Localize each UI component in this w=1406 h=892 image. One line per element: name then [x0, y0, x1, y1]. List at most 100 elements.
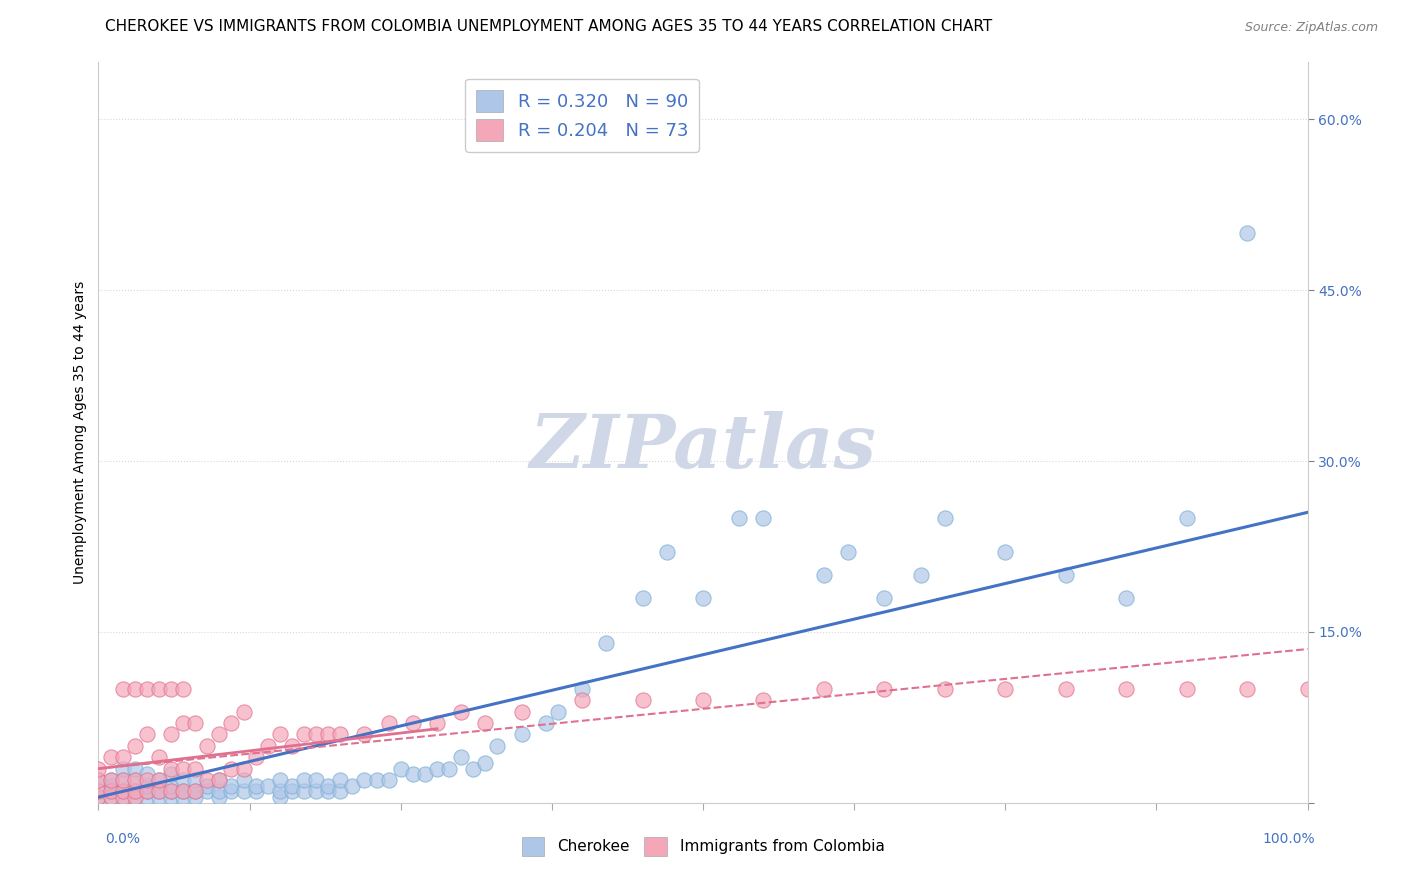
Point [100, 784, 122, 798]
Point [245, 750, 267, 764]
Point [100, 772, 122, 787]
Point [135, 784, 157, 798]
Point [184, 784, 207, 798]
Point [342, 779, 364, 793]
Point [87, 772, 110, 787]
Point [221, 762, 243, 776]
Point [934, 681, 956, 696]
Point [148, 772, 170, 787]
Point [245, 779, 267, 793]
Point [305, 727, 328, 741]
Point [124, 772, 146, 787]
Point [595, 636, 617, 650]
Point [437, 762, 460, 776]
Point [631, 693, 654, 707]
Point [184, 790, 207, 805]
Point [426, 762, 449, 776]
Text: Source: ZipAtlas.com: Source: ZipAtlas.com [1244, 21, 1378, 34]
Point [111, 790, 134, 805]
Point [305, 784, 328, 798]
Point [100, 784, 122, 798]
Point [160, 790, 183, 805]
Point [221, 779, 243, 793]
Point [571, 681, 593, 696]
Point [124, 790, 146, 805]
Point [232, 762, 254, 776]
Point [329, 772, 352, 787]
Point [184, 762, 207, 776]
Point [208, 784, 231, 798]
Point [87, 762, 110, 776]
Point [221, 716, 243, 731]
Point [184, 772, 207, 787]
Point [232, 772, 254, 787]
Point [1296, 681, 1319, 696]
Point [100, 772, 122, 787]
Point [1115, 681, 1137, 696]
Point [221, 784, 243, 798]
Point [148, 681, 170, 696]
Point [124, 790, 146, 805]
Y-axis label: Unemployment Among Ages 35 to 44 years: Unemployment Among Ages 35 to 44 years [73, 281, 87, 584]
Point [1115, 591, 1137, 605]
Point [160, 784, 183, 798]
Point [172, 784, 194, 798]
Point [172, 762, 194, 776]
Point [281, 784, 304, 798]
Point [316, 779, 339, 793]
Point [172, 772, 194, 787]
Point [256, 779, 278, 793]
Point [1175, 511, 1198, 525]
Point [87, 784, 110, 798]
Point [813, 568, 835, 582]
Point [160, 681, 183, 696]
Point [124, 784, 146, 798]
Point [111, 762, 134, 776]
Point [934, 511, 956, 525]
Text: CHEROKEE VS IMMIGRANTS FROM COLOMBIA UNEMPLOYMENT AMONG AGES 35 TO 44 YEARS CORR: CHEROKEE VS IMMIGRANTS FROM COLOMBIA UNE… [105, 20, 993, 34]
Point [426, 716, 449, 731]
Point [100, 790, 122, 805]
Point [195, 779, 218, 793]
Point [353, 727, 375, 741]
Point [463, 762, 485, 776]
Point [184, 784, 207, 798]
Point [195, 739, 218, 753]
Point [172, 681, 194, 696]
Point [292, 727, 315, 741]
Point [148, 784, 170, 798]
Point [124, 739, 146, 753]
Legend: Cherokee, Immigrants from Colombia: Cherokee, Immigrants from Colombia [516, 831, 890, 862]
Point [692, 591, 714, 605]
Text: 0.0%: 0.0% [105, 832, 141, 846]
Point [269, 727, 291, 741]
Point [269, 790, 291, 805]
Point [377, 772, 399, 787]
Point [510, 727, 533, 741]
Point [135, 681, 157, 696]
Point [994, 681, 1017, 696]
Point [232, 784, 254, 798]
Point [413, 767, 436, 781]
Point [172, 784, 194, 798]
Point [208, 772, 231, 787]
Point [1175, 681, 1198, 696]
Point [474, 756, 496, 770]
Point [486, 739, 509, 753]
Point [316, 727, 339, 741]
Point [232, 705, 254, 719]
Point [631, 591, 654, 605]
Point [292, 772, 315, 787]
Point [100, 750, 122, 764]
Point [100, 779, 122, 793]
Point [184, 716, 207, 731]
Point [377, 716, 399, 731]
Point [111, 784, 134, 798]
Point [111, 772, 134, 787]
Point [111, 772, 134, 787]
Text: 100.0%: 100.0% [1263, 832, 1315, 846]
Point [87, 790, 110, 805]
Point [172, 790, 194, 805]
Point [450, 750, 472, 764]
Point [366, 772, 388, 787]
